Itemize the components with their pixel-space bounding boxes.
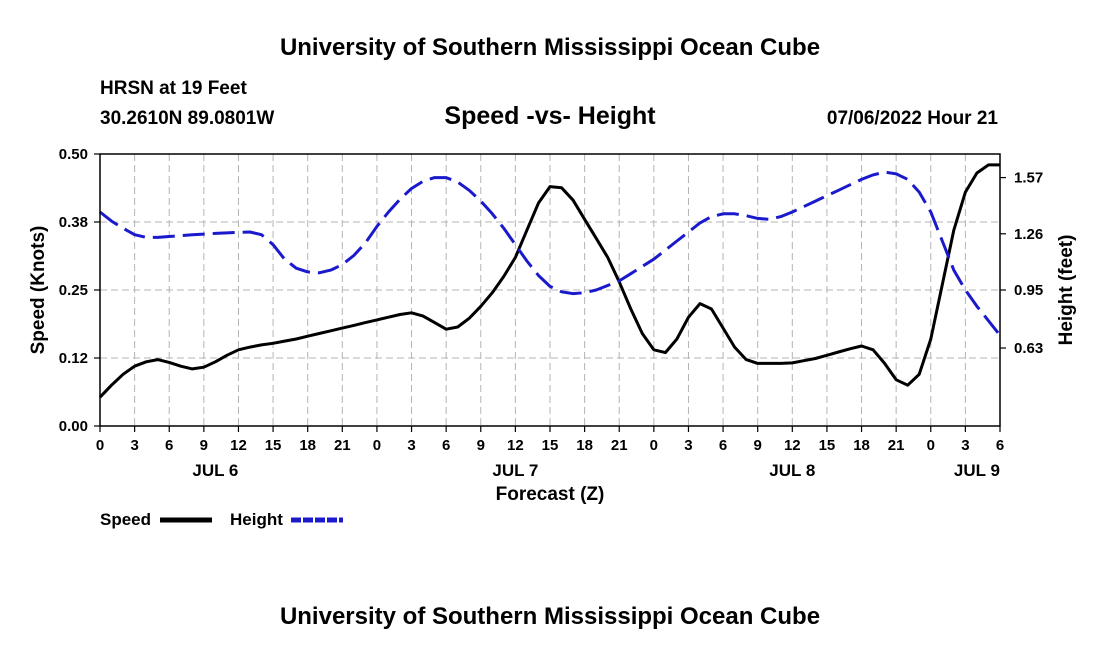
x-tick-label: 12 <box>784 437 801 454</box>
x-tick-label: 3 <box>407 437 415 454</box>
x-tick-label: 6 <box>719 437 727 454</box>
gridlines <box>100 154 1000 426</box>
x-axis-title: Forecast (Z) <box>496 484 605 505</box>
legend-label-speed: Speed <box>100 510 151 529</box>
x-tick-label: 21 <box>611 437 628 454</box>
x-tick-label: 0 <box>927 437 935 454</box>
series-line-height <box>99 170 1002 337</box>
x-tick-label: 6 <box>165 437 173 454</box>
y-left-tick-label: 0.00 <box>59 418 88 435</box>
station-label: HRSN at 19 Feet <box>100 78 247 99</box>
x-tick-label: 0 <box>373 437 381 454</box>
footer-title: University of Southern Mississippi Ocean… <box>280 603 820 630</box>
x-tick-label: 15 <box>819 437 836 454</box>
x-day-label: JUL 7 <box>492 461 538 480</box>
y-right-tick-label: 0.95 <box>1014 282 1043 299</box>
legend-label-height: Height <box>230 510 283 529</box>
x-tick-label: 21 <box>334 437 351 454</box>
chart-subtitle: Speed -vs- Height <box>444 102 656 130</box>
axes-layer: 0 3 6 9 12 15 18 21 0 3 6 9 12 15 18 21 0 3 6 9 12 15 18 21 0 3 6 0… <box>59 146 1043 480</box>
y-left-tick-label: 0.38 <box>59 214 88 231</box>
chart-title: University of Southern Mississippi Ocean… <box>280 34 820 61</box>
x-tick-label: 18 <box>576 437 593 454</box>
x-tick-label: 12 <box>507 437 524 454</box>
series-line-speed <box>98 163 1000 399</box>
x-tick-label: 21 <box>888 437 905 454</box>
x-tick-label: 3 <box>130 437 138 454</box>
x-tick-label: 3 <box>961 437 969 454</box>
y-left-tick-label: 0.12 <box>59 350 88 367</box>
issued-time-label: 07/06/2022 Hour 21 <box>827 108 999 129</box>
x-tick-label: 15 <box>542 437 559 454</box>
y-right-tick-label: 0.63 <box>1014 340 1043 357</box>
x-tick-label: 3 <box>684 437 692 454</box>
x-tick-label: 9 <box>477 437 485 454</box>
x-tick-label: 6 <box>996 437 1004 454</box>
x-tick-label: 9 <box>200 437 208 454</box>
y-right-tick-label: 1.57 <box>1014 170 1043 187</box>
x-tick-label: 6 <box>442 437 450 454</box>
y-left-tick-label: 0.25 <box>59 282 88 299</box>
series-layer <box>98 163 1002 399</box>
x-day-label: JUL 8 <box>769 461 815 480</box>
y-right-tick-label: 1.26 <box>1014 226 1043 243</box>
x-tick-label: 0 <box>96 437 104 454</box>
x-tick-label: 18 <box>299 437 316 454</box>
x-day-label: JUL 6 <box>192 461 238 480</box>
x-tick-label: 9 <box>754 437 762 454</box>
x-tick-label: 15 <box>265 437 282 454</box>
legend: Speed Height <box>100 510 343 529</box>
x-tick-label: 0 <box>650 437 658 454</box>
x-tick-label: 18 <box>853 437 870 454</box>
x-tick-label: 12 <box>230 437 247 454</box>
y-axis-left-title: Speed (Knots) <box>28 226 49 355</box>
location-label: 30.2610N 89.0801W <box>100 108 274 129</box>
y-left-tick-label: 0.50 <box>59 146 88 163</box>
x-day-label: JUL 9 <box>954 461 1000 480</box>
y-axis-right-title: Height (feet) <box>1056 235 1077 346</box>
